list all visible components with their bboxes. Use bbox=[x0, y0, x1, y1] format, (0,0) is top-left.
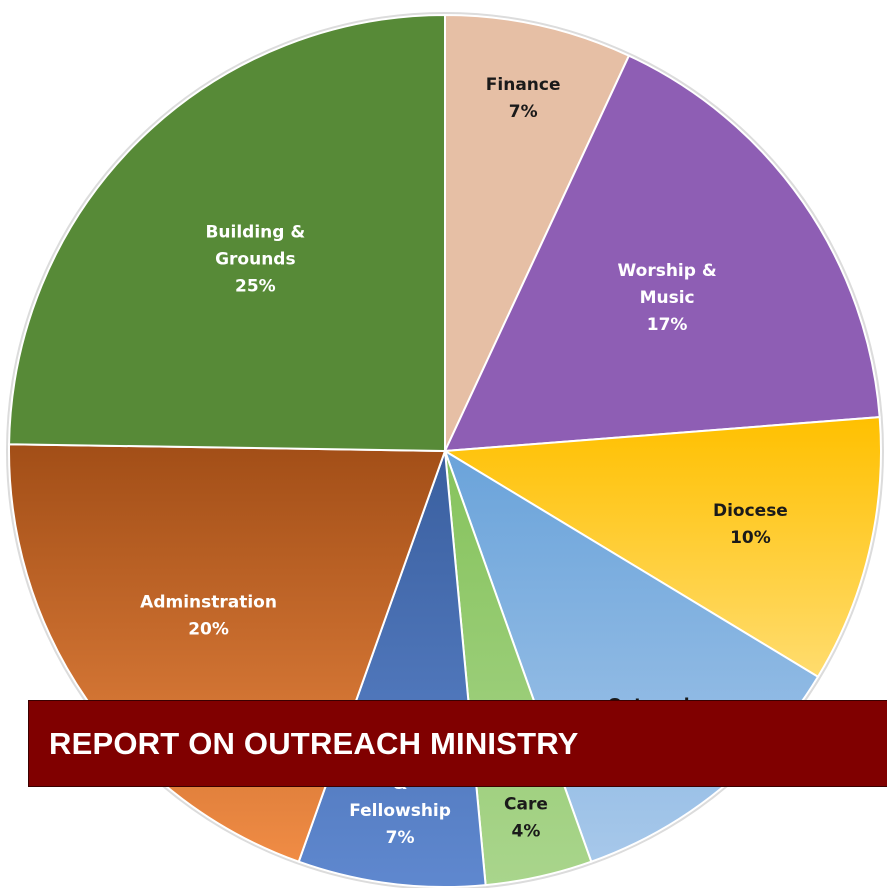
slice-diocese-label: Diocese 10% bbox=[713, 501, 788, 548]
slice-adminstration-label: Adminstration 20% bbox=[140, 593, 277, 640]
slice-worship-music-label: Worship & Music 17% bbox=[618, 261, 717, 335]
title-banner: REPORT ON OUTREACH MINISTRY bbox=[28, 700, 887, 787]
slice-worship-music bbox=[443, 54, 881, 453]
slice-building-grounds bbox=[8, 13, 446, 453]
banner-title: REPORT ON OUTREACH MINISTRY bbox=[49, 725, 579, 761]
slice-care-label: Care 4% bbox=[504, 795, 548, 842]
slice-building-grounds-label: Building & Grounds 25% bbox=[205, 222, 305, 296]
slice-adminstration bbox=[8, 443, 447, 864]
slice-diocese bbox=[441, 416, 882, 679]
slice-finance bbox=[444, 13, 631, 452]
slice-finance-label: Finance 7% bbox=[486, 75, 561, 122]
